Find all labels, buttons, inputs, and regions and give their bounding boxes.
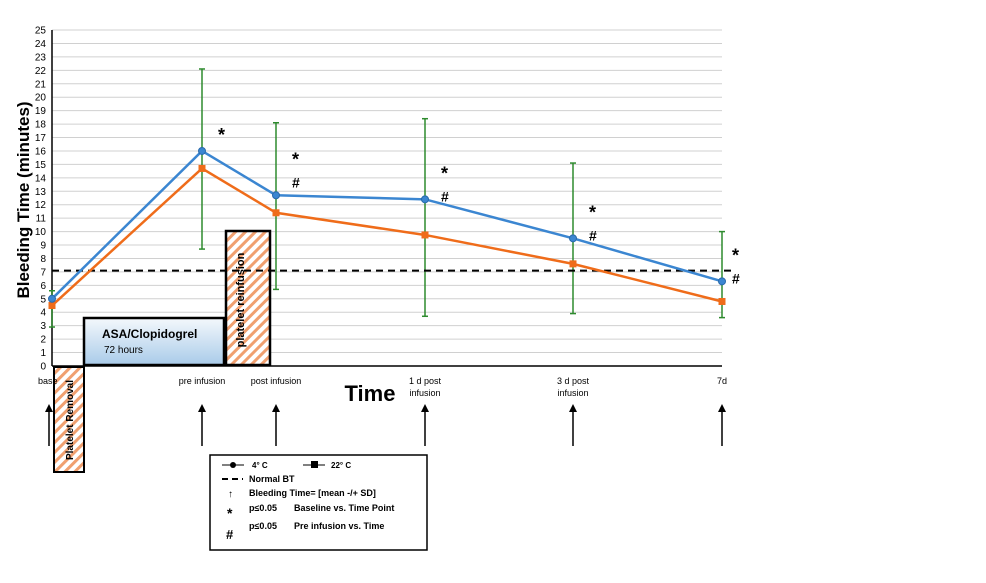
legend-arrow-text: Bleeding Time= [mean -/+ SD] (249, 488, 376, 498)
significance-star: * (441, 163, 448, 183)
legend-normal-bt: Normal BT (249, 474, 295, 484)
y-tick-label: 20 (35, 93, 47, 104)
asa-clopidogrel-box (82, 316, 226, 367)
y-tick-label: 1 (40, 348, 46, 359)
series-line-circle (51, 149, 723, 300)
y-axis-label: Bleeding Time (minutes) (14, 101, 33, 298)
legend-star-icon: * (227, 505, 233, 521)
legend-star-p: p≤0.05 (249, 503, 277, 513)
y-tick-label: 23 (35, 52, 47, 63)
y-tick-label: 4 (40, 308, 46, 319)
data-point (718, 277, 726, 286)
significance-hash: # (292, 174, 300, 190)
y-tick-label: 16 (35, 146, 47, 157)
significance-star: * (589, 202, 596, 222)
y-tick-label: 14 (35, 173, 47, 184)
data-point (48, 294, 56, 303)
platelet-reinfusion-label: platelet reinfusion (235, 252, 247, 347)
y-tick-label: 0 (40, 362, 46, 373)
significance-star: * (732, 245, 739, 265)
x-axis-label: Time (345, 381, 396, 406)
asa-title: ASA/Clopidogrel (102, 327, 197, 341)
x-tick-label: 1 d post infusion (409, 376, 442, 398)
y-tick-label: 10 (35, 227, 47, 238)
y-tick-label: 7 (40, 267, 46, 278)
y-tick-label: 21 (35, 79, 47, 90)
y-tick-label: 24 (35, 39, 47, 50)
platelet-removal-box (53, 366, 85, 473)
x-tick-label: pre infusion (179, 376, 226, 386)
significance-hash: # (589, 227, 597, 243)
y-tick-label: 13 (35, 187, 47, 198)
x-tick-label: post infusion (251, 376, 302, 386)
significance-hash: # (732, 270, 740, 286)
y-tick-label: 12 (35, 200, 47, 211)
legend-4c: 4° C (252, 461, 268, 470)
data-point (718, 297, 726, 305)
legend-22c: 22° C (331, 461, 351, 470)
legend: 4° C 22° C Normal BT ↑ Bleeding Time= [m… (209, 454, 428, 551)
timepoint-arrow-head (718, 404, 726, 412)
y-tick-label: 19 (35, 106, 47, 117)
timepoint-arrow-head (421, 404, 429, 412)
data-point (48, 302, 56, 310)
timepoint-arrow-head (198, 404, 206, 412)
data-point (421, 231, 429, 239)
y-tick-label: 17 (35, 133, 47, 144)
legend-hash-p: p≤0.05 (249, 521, 277, 531)
y-tick-label: 18 (35, 120, 47, 131)
timepoint-arrow-head (45, 404, 53, 412)
significance-hash: # (441, 188, 449, 204)
data-point (421, 195, 429, 204)
timepoint-arrow-head (272, 404, 280, 412)
y-tick-label: 2 (40, 335, 46, 346)
data-point (272, 209, 280, 217)
data-point (198, 146, 206, 155)
data-point (198, 164, 206, 172)
y-tick-label: 9 (40, 241, 46, 252)
y-tick-label: 25 (35, 26, 47, 37)
y-tick-label: 15 (35, 160, 47, 171)
data-point (569, 234, 577, 243)
data-point (272, 191, 280, 200)
y-tick-label: 5 (40, 294, 46, 305)
legend-star-text: Baseline vs. Time Point (294, 503, 394, 513)
y-tick-label: 3 (40, 321, 46, 332)
platelet-reinfusion-box (224, 229, 272, 367)
timepoint-arrow-head (569, 404, 577, 412)
y-tick-label: 22 (35, 66, 47, 77)
legend-hash-icon: # (226, 527, 234, 542)
significance-star: * (218, 125, 225, 145)
platelet-removal-label: Platelet Removal (65, 380, 76, 460)
x-tick-label: 3 d post infusion (557, 376, 590, 398)
y-tick-label: 11 (36, 214, 47, 225)
x-tick-label: 7d (717, 376, 727, 386)
asa-sub: 72 hours (104, 345, 143, 356)
legend-arrow-icon: ↑ (228, 489, 233, 500)
legend-hash-text: Pre infusion vs. Time (294, 521, 384, 531)
series-line-square (51, 166, 723, 307)
x-tick-label: base (38, 376, 58, 386)
data-point (569, 260, 577, 268)
y-tick-label: 6 (40, 281, 46, 292)
significance-star: * (292, 149, 299, 169)
y-tick-label: 8 (40, 254, 46, 265)
